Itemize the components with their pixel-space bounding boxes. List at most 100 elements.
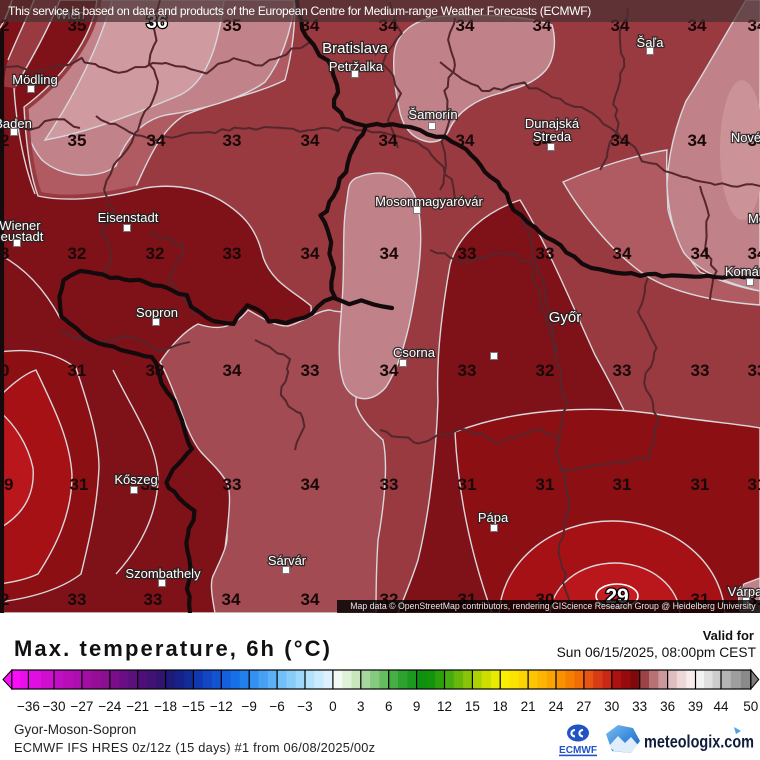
svg-text:−27: −27 bbox=[70, 699, 93, 714]
svg-text:9: 9 bbox=[413, 699, 421, 714]
svg-text:−9: −9 bbox=[241, 699, 256, 714]
svg-text:Dunajská: Dunajská bbox=[525, 116, 580, 131]
svg-text:34: 34 bbox=[748, 131, 760, 150]
svg-text:44: 44 bbox=[713, 699, 729, 714]
svg-text:33: 33 bbox=[301, 361, 320, 380]
svg-text:33: 33 bbox=[0, 244, 9, 263]
svg-text:33: 33 bbox=[691, 361, 710, 380]
svg-text:34: 34 bbox=[147, 131, 166, 150]
svg-text:−18: −18 bbox=[154, 699, 177, 714]
svg-text:meteologix.com: meteologix.com bbox=[644, 732, 754, 752]
svg-text:27: 27 bbox=[576, 699, 591, 714]
svg-text:33: 33 bbox=[380, 475, 399, 494]
svg-text:eustadt: eustadt bbox=[1, 229, 44, 244]
svg-text:Sopron: Sopron bbox=[136, 305, 178, 320]
svg-text:6: 6 bbox=[385, 699, 393, 714]
svg-text:32: 32 bbox=[536, 361, 555, 380]
svg-text:50: 50 bbox=[743, 699, 758, 714]
svg-text:Petržalka: Petržalka bbox=[329, 59, 384, 74]
svg-text:39: 39 bbox=[688, 699, 703, 714]
svg-text:34: 34 bbox=[456, 131, 475, 150]
svg-text:Mödling: Mödling bbox=[12, 72, 58, 87]
svg-text:−15: −15 bbox=[182, 699, 205, 714]
svg-text:34: 34 bbox=[611, 131, 630, 150]
svg-text:32: 32 bbox=[68, 244, 87, 263]
svg-text:Mosonmagyaróvár: Mosonmagyaróvár bbox=[375, 194, 483, 209]
svg-text:31: 31 bbox=[748, 475, 760, 494]
svg-text:0: 0 bbox=[329, 699, 337, 714]
svg-text:33: 33 bbox=[458, 244, 477, 263]
svg-text:34: 34 bbox=[223, 361, 242, 380]
svg-text:34: 34 bbox=[301, 131, 320, 150]
svg-text:33: 33 bbox=[223, 244, 242, 263]
svg-text:30: 30 bbox=[604, 699, 619, 714]
svg-text:Komár: Komár bbox=[725, 264, 760, 279]
svg-text:Streda: Streda bbox=[533, 129, 572, 144]
svg-text:33: 33 bbox=[458, 361, 477, 380]
svg-text:31: 31 bbox=[458, 475, 477, 494]
svg-text:34: 34 bbox=[380, 244, 399, 263]
svg-text:33: 33 bbox=[613, 361, 632, 380]
svg-text:Kőszeg: Kőszeg bbox=[114, 472, 157, 487]
svg-text:29: 29 bbox=[0, 475, 13, 494]
svg-text:34: 34 bbox=[301, 590, 320, 609]
svg-text:Wiener: Wiener bbox=[0, 218, 41, 233]
svg-text:31: 31 bbox=[70, 475, 89, 494]
svg-text:33: 33 bbox=[144, 590, 163, 609]
svg-text:34: 34 bbox=[222, 590, 241, 609]
svg-text:33: 33 bbox=[223, 131, 242, 150]
svg-text:21: 21 bbox=[521, 699, 536, 714]
svg-text:34: 34 bbox=[748, 244, 760, 263]
svg-text:34: 34 bbox=[691, 244, 710, 263]
svg-text:18: 18 bbox=[493, 699, 508, 714]
svg-text:32: 32 bbox=[141, 475, 160, 494]
svg-text:15: 15 bbox=[465, 699, 480, 714]
svg-text:−3: −3 bbox=[297, 699, 312, 714]
svg-text:−30: −30 bbox=[43, 699, 66, 714]
svg-text:32: 32 bbox=[0, 590, 9, 609]
svg-text:32: 32 bbox=[146, 244, 165, 263]
svg-text:33: 33 bbox=[68, 590, 87, 609]
svg-text:Nové: Nové bbox=[731, 130, 760, 145]
svg-text:−36: −36 bbox=[17, 699, 40, 714]
svg-text:Šamorín: Šamorín bbox=[408, 107, 457, 122]
svg-text:31: 31 bbox=[536, 475, 555, 494]
svg-text:12: 12 bbox=[437, 699, 452, 714]
svg-text:Várpa: Várpa bbox=[728, 584, 760, 599]
svg-text:−21: −21 bbox=[126, 699, 149, 714]
svg-text:Bratislava: Bratislava bbox=[322, 40, 389, 57]
svg-text:Sárvár: Sárvár bbox=[268, 553, 307, 568]
svg-text:Szombathely: Szombathely bbox=[125, 566, 201, 581]
svg-text:ECMWF: ECMWF bbox=[559, 744, 598, 756]
svg-text:Mo: Mo bbox=[748, 211, 760, 226]
svg-text:33: 33 bbox=[748, 361, 760, 380]
svg-text:31: 31 bbox=[613, 475, 632, 494]
svg-text:36: 36 bbox=[660, 699, 675, 714]
svg-text:34: 34 bbox=[301, 244, 320, 263]
svg-text:−12: −12 bbox=[210, 699, 233, 714]
svg-text:Eisenstadt: Eisenstadt bbox=[98, 210, 159, 225]
svg-text:35: 35 bbox=[68, 131, 87, 150]
svg-text:33: 33 bbox=[632, 699, 647, 714]
svg-text:33: 33 bbox=[146, 361, 165, 380]
svg-text:34: 34 bbox=[613, 244, 632, 263]
svg-text:34: 34 bbox=[301, 475, 320, 494]
svg-text:31: 31 bbox=[68, 361, 87, 380]
svg-text:Šaľa: Šaľa bbox=[637, 35, 665, 50]
svg-text:Pápa: Pápa bbox=[478, 510, 509, 525]
svg-text:34: 34 bbox=[380, 361, 399, 380]
svg-text:33: 33 bbox=[223, 475, 242, 494]
svg-text:32: 32 bbox=[0, 16, 9, 35]
svg-text:32: 32 bbox=[0, 131, 9, 150]
svg-text:−24: −24 bbox=[98, 699, 121, 714]
svg-text:34: 34 bbox=[688, 131, 707, 150]
svg-text:−6: −6 bbox=[269, 699, 284, 714]
svg-text:Győr: Győr bbox=[549, 309, 582, 326]
svg-text:30: 30 bbox=[0, 361, 9, 380]
svg-text:Csorna: Csorna bbox=[393, 345, 436, 360]
svg-text:34: 34 bbox=[379, 131, 398, 150]
svg-text:3: 3 bbox=[357, 699, 365, 714]
svg-text:33: 33 bbox=[536, 244, 555, 263]
svg-text:Baden: Baden bbox=[0, 116, 32, 131]
svg-text:31: 31 bbox=[691, 475, 710, 494]
